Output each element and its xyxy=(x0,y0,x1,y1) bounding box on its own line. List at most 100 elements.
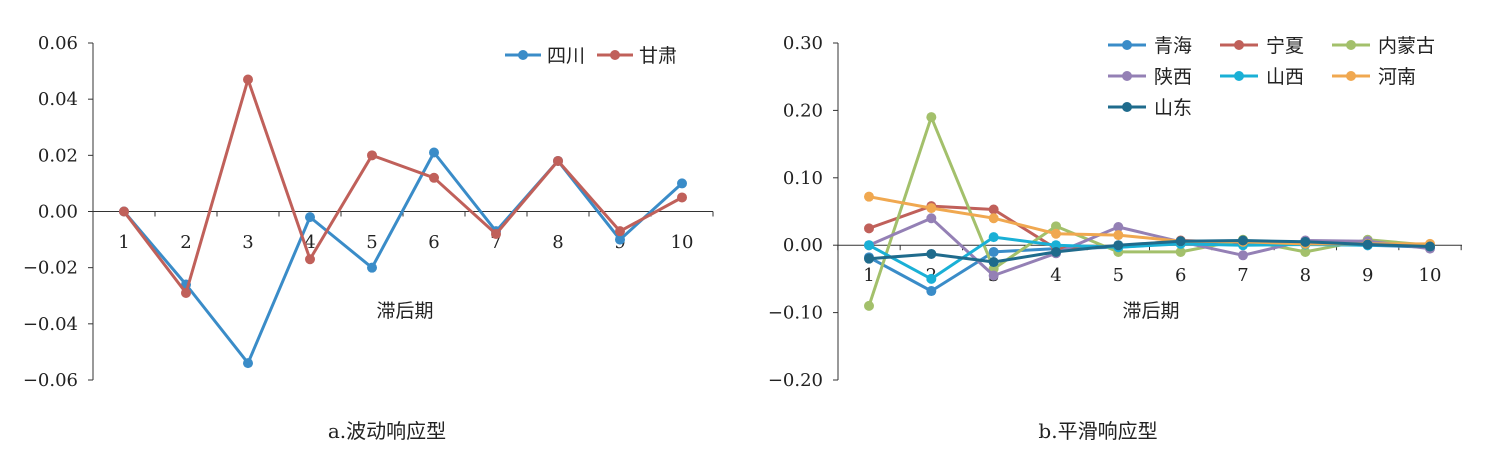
series-甘肃 xyxy=(119,74,687,298)
y-tick-label: 0.30 xyxy=(783,33,823,54)
legend-item: 宁夏 xyxy=(1220,35,1304,57)
legend-swatch-marker xyxy=(1122,102,1132,112)
data-point xyxy=(1175,246,1186,257)
legend-item: 内蒙古 xyxy=(1332,35,1435,57)
data-point xyxy=(864,253,874,264)
data-point xyxy=(988,246,999,257)
data-point xyxy=(677,192,687,203)
data-point xyxy=(305,254,315,265)
legend-label: 四川 xyxy=(547,45,585,67)
data-point xyxy=(1175,236,1186,247)
chart-a: 0.060.040.020.00−0.02−0.04−0.06123456789… xyxy=(23,33,714,443)
data-point xyxy=(1113,230,1124,241)
x-tick-label: 1 xyxy=(118,232,129,253)
data-point xyxy=(864,191,874,202)
legend-item: 青海 xyxy=(1108,35,1192,57)
x-tick-label: 6 xyxy=(428,232,439,253)
y-tick-label: −0.10 xyxy=(768,303,823,324)
legend-swatch-marker xyxy=(1234,40,1244,50)
legend-label: 河南 xyxy=(1378,66,1416,88)
x-tick-label: 8 xyxy=(552,232,563,253)
data-point xyxy=(926,203,937,214)
y-tick-label: 0.02 xyxy=(38,145,78,166)
x-axis-title: 滞后期 xyxy=(1122,300,1179,322)
data-point xyxy=(1051,246,1061,257)
legend-label: 宁夏 xyxy=(1266,35,1304,57)
x-tick-label: 7 xyxy=(490,232,501,253)
x-tick-label: 3 xyxy=(242,232,253,253)
y-tick-label: 0.10 xyxy=(783,168,823,189)
data-point xyxy=(1300,236,1311,247)
legend-label: 山西 xyxy=(1266,66,1304,88)
legend-swatch-marker xyxy=(1122,40,1132,50)
y-tick-label: −0.04 xyxy=(23,314,78,335)
data-point xyxy=(243,74,253,85)
data-point xyxy=(926,273,937,284)
y-tick-label: 0.04 xyxy=(38,89,78,110)
x-tick-label: 9 xyxy=(1362,265,1373,286)
data-point xyxy=(243,358,253,369)
data-point xyxy=(864,223,874,234)
legend-swatch-marker xyxy=(1346,40,1356,50)
legend-item: 陕西 xyxy=(1108,66,1192,88)
legend-swatch-marker xyxy=(518,50,528,60)
legend-label: 内蒙古 xyxy=(1378,35,1435,57)
y-tick-label: 0.06 xyxy=(38,33,78,54)
legend-item: 河南 xyxy=(1332,66,1416,88)
data-point xyxy=(367,150,377,161)
data-point xyxy=(553,155,563,166)
data-point xyxy=(1051,228,1061,239)
data-point xyxy=(429,147,439,158)
legend-label: 甘肃 xyxy=(639,45,677,67)
legend-swatch-marker xyxy=(1346,71,1356,81)
data-point xyxy=(988,213,999,224)
data-point xyxy=(1300,246,1311,257)
data-point xyxy=(615,226,625,237)
data-point xyxy=(367,262,377,273)
legend-swatch-marker xyxy=(610,50,620,60)
legend: 四川 甘肃 xyxy=(505,45,677,67)
x-tick-label: 8 xyxy=(1300,265,1311,286)
data-point xyxy=(181,287,191,298)
y-tick-label: 0.20 xyxy=(783,100,823,121)
x-tick-label: 10 xyxy=(671,232,694,253)
legend-label: 山东 xyxy=(1154,97,1192,119)
legend-item: 山东 xyxy=(1108,97,1192,119)
data-point xyxy=(1238,235,1248,246)
data-point xyxy=(926,112,937,123)
data-point xyxy=(119,206,129,217)
data-point xyxy=(1051,221,1061,232)
data-point xyxy=(988,232,999,243)
series-line xyxy=(868,216,1431,277)
x-tick-label: 4 xyxy=(304,232,315,253)
series-line xyxy=(122,151,684,365)
data-point xyxy=(305,212,315,223)
legend-label: 青海 xyxy=(1154,35,1192,57)
y-tick-label: 0.00 xyxy=(38,202,78,223)
data-point xyxy=(491,228,501,239)
data-point xyxy=(429,172,439,183)
data-point xyxy=(988,257,999,268)
data-point xyxy=(1425,241,1435,252)
data-point xyxy=(926,248,937,259)
legend-item: 甘肃 xyxy=(597,45,677,67)
data-point xyxy=(677,178,687,189)
series-line xyxy=(868,241,1431,293)
legend-swatch-marker xyxy=(1122,71,1132,81)
x-tick-label: 5 xyxy=(1113,265,1124,286)
data-point xyxy=(1113,222,1124,233)
y-tick-label: −0.20 xyxy=(768,370,823,391)
legend-swatch-marker xyxy=(1234,71,1244,81)
x-axis-title: 滞后期 xyxy=(376,300,433,322)
legend-label: 陕西 xyxy=(1154,66,1192,88)
y-tick-label: −0.02 xyxy=(23,258,78,279)
legend-item: 四川 xyxy=(505,45,585,67)
series-line xyxy=(868,239,1431,264)
x-tick-label: 4 xyxy=(1050,265,1061,286)
data-point xyxy=(1238,250,1248,261)
series-山东 xyxy=(864,235,1435,268)
x-tick-label: 5 xyxy=(366,232,377,253)
x-tick-label: 1 xyxy=(863,265,874,286)
